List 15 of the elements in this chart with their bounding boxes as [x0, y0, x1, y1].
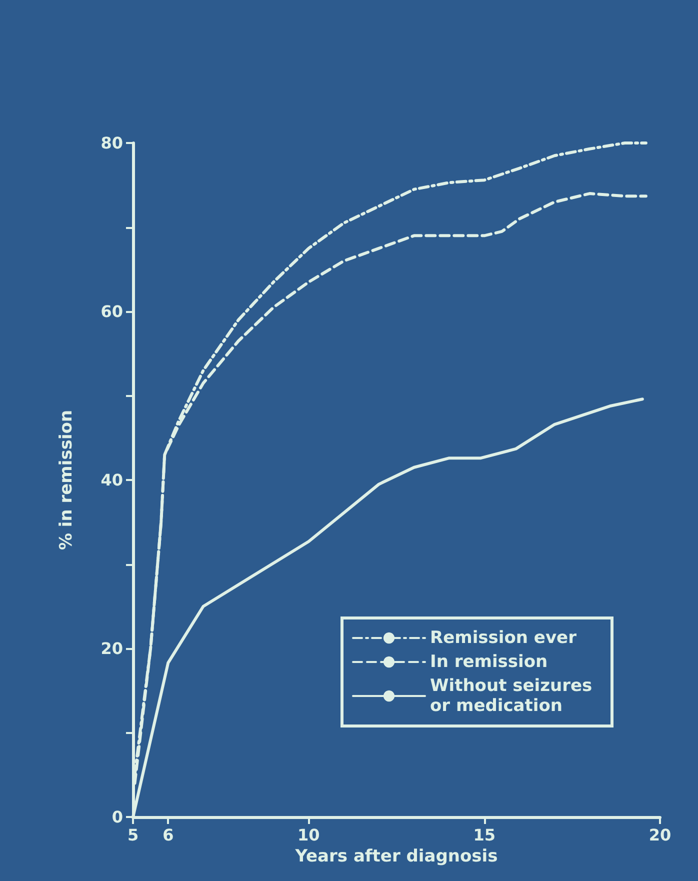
y-tick-label: 40	[100, 470, 123, 490]
legend-label: In remission	[430, 652, 548, 672]
y-tick-label: 0	[112, 808, 123, 826]
x-axis-title: Years after diagnosis	[294, 846, 498, 866]
x-tick-label: 10	[298, 826, 320, 844]
y-tick-label: 80	[100, 134, 123, 152]
y-tick-label: 20	[100, 639, 123, 658]
x-tick-label: 20	[648, 826, 672, 844]
x-tick-label: 5	[127, 826, 139, 844]
x-tick-label: 6	[162, 826, 174, 844]
y-axis-title: % in remission	[56, 410, 76, 550]
y-tick-label: 60	[100, 302, 123, 321]
legend-label: Remission ever	[430, 628, 578, 648]
legend-label: Without seizures or medication	[430, 676, 598, 716]
x-tick-label: 15	[473, 826, 496, 844]
